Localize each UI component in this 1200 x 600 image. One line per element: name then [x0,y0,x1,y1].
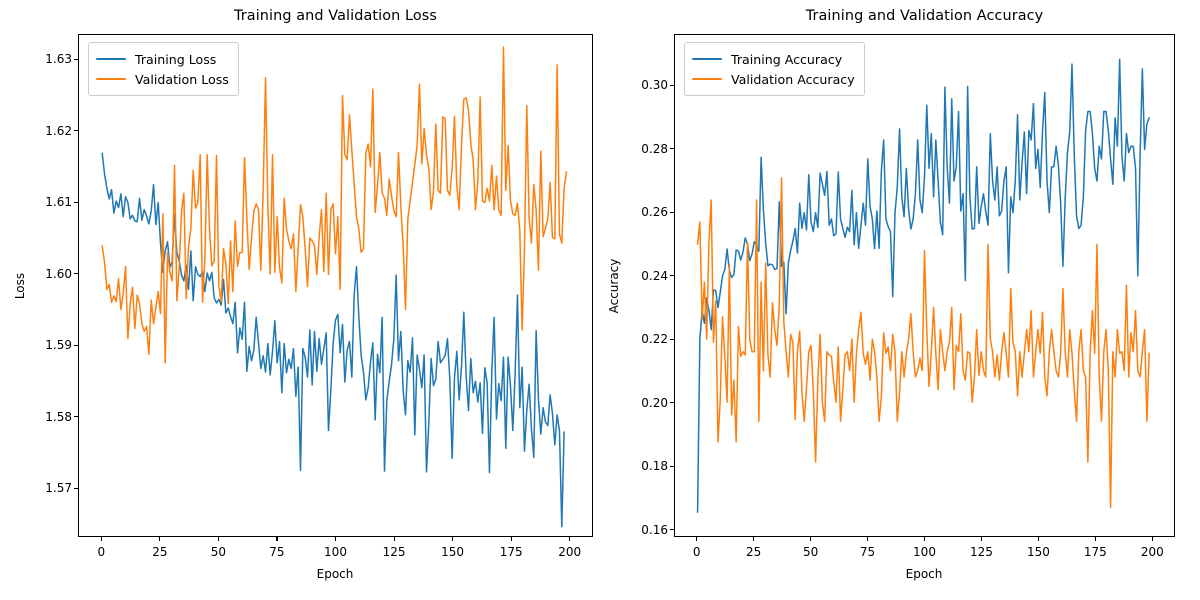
ytick-label: 1.59 [45,338,72,353]
xtick-mark [980,537,983,541]
ytick-label: 0.22 [641,332,668,347]
ytick-mark [670,211,674,213]
ytick-label: 1.63 [45,52,72,67]
accuracy-panel: Training and Validation Accuracy 0.16 0.1… [600,0,1200,600]
ytick-label: 1.58 [45,409,72,424]
accuracy-series-canvas [696,58,1150,514]
series-line [101,46,568,364]
ytick-mark [670,338,674,340]
ytick-mark [670,275,674,277]
xtick-mark [393,537,395,541]
series-line [696,177,1150,509]
accuracy-legend[interactable]: Training Accuracy Validation Accuracy [684,42,865,96]
ytick-label: 0.18 [641,459,668,474]
xtick-mark [696,537,698,541]
xtick-mark [867,537,869,541]
legend-label: Validation Accuracy [731,71,855,87]
ytick-mark [74,130,78,132]
line-swatch-icon [692,77,722,81]
xtick-label: 25 [745,545,762,559]
legend-label: Training Accuracy [731,51,843,67]
ytick-mark [74,273,78,275]
ytick-label: 1.60 [45,266,72,281]
xtick-mark [100,537,102,541]
loss-yaxis-label: Loss [13,272,27,300]
xtick-label: 150 [441,545,465,559]
legend-label: Training Loss [135,51,217,67]
ytick-label: 0.24 [641,268,668,283]
legend-item-validation-accuracy[interactable]: Validation Accuracy [692,69,855,89]
accuracy-plot-area [674,34,1175,537]
xtick-label: 175 [499,545,523,559]
line-swatch-icon [692,57,722,61]
loss-series-canvas [101,46,568,528]
series-line [696,58,1150,514]
ytick-mark [74,201,78,203]
ytick-mark [670,84,674,86]
ytick-mark [74,344,78,346]
xtick-mark [510,537,512,541]
xtick-mark [276,537,278,541]
accuracy-yaxis-label: Accuracy [607,258,621,314]
legend-item-training-loss[interactable]: Training Loss [96,49,229,69]
xtick-mark [159,537,161,541]
xtick-mark [810,537,812,541]
loss-ytick-labels: 1.57 1.58 1.59 1.60 1.61 1.62 1.63 [20,0,72,600]
legend-label: Validation Loss [135,71,229,87]
xtick-mark [1094,537,1096,541]
line-swatch-icon [96,77,126,81]
ytick-mark [74,487,78,489]
xtick-label: 200 [1140,545,1164,559]
ytick-mark [74,58,78,60]
xtick-mark [569,537,571,541]
loss-plot-area [78,34,593,537]
xtick-label: 150 [1026,545,1050,559]
xtick-label: 75 [859,545,876,559]
xtick-mark [335,537,337,541]
accuracy-ytick-labels: 0.16 0.18 0.20 0.22 0.24 0.26 0.28 0.30 [614,0,668,600]
xtick-label: 100 [324,545,347,559]
ytick-label: 0.16 [641,522,668,537]
xtick-label: 75 [269,545,285,559]
xtick-label: 0 [97,545,106,559]
ytick-mark [670,148,674,150]
line-swatch-icon [96,57,126,61]
xtick-label: 175 [1083,545,1107,559]
accuracy-panel-title: Training and Validation Accuracy [805,8,1044,24]
loss-panel: Training and Validation Loss 1.57 1.58 1.5… [13,0,593,600]
ytick-label: 1.57 [45,481,72,496]
xtick-mark [1037,537,1039,541]
xtick-label: 200 [558,545,582,559]
xtick-label: 0 [692,545,701,559]
ytick-mark [670,529,674,531]
xtick-label: 125 [970,545,993,559]
ytick-label: 1.62 [45,123,72,138]
xtick-mark [1151,537,1153,541]
accuracy-xaxis-label: Epoch [905,567,943,581]
legend-item-validation-loss[interactable]: Validation Loss [96,69,229,89]
xtick-mark [753,537,755,541]
ytick-label: 0.30 [641,78,668,93]
ytick-mark [74,416,78,418]
xtick-label: 125 [382,545,406,559]
xtick-mark [924,537,926,541]
loss-xaxis-label: Epoch [316,567,354,581]
xtick-label: 50 [210,545,227,559]
xtick-mark [452,537,454,541]
legend-item-training-accuracy[interactable]: Training Accuracy [692,49,855,69]
loss-legend[interactable]: Training Loss Validation Loss [88,42,239,96]
xtick-label: 50 [802,545,819,559]
ytick-label: 0.20 [641,395,668,410]
ytick-label: 0.26 [641,205,668,220]
ytick-label: 1.61 [45,195,72,210]
xtick-label: 100 [913,545,936,559]
xtick-mark [217,537,219,541]
ytick-mark [670,465,674,467]
loss-panel-title: Training and Validation Loss [233,8,437,24]
ytick-mark [670,402,674,404]
ytick-label: 0.28 [641,141,668,156]
xtick-label: 25 [152,545,168,559]
